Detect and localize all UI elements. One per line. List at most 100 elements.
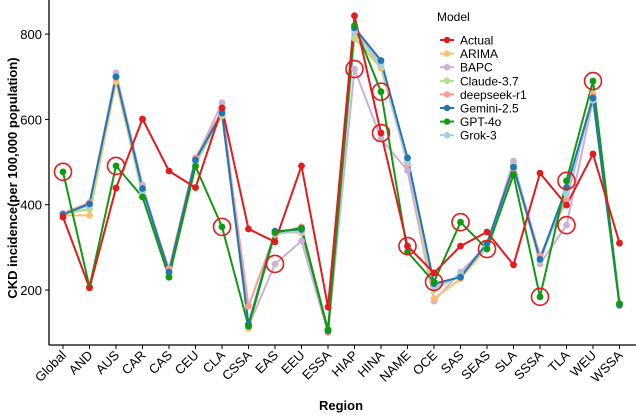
x-tick-label-global: Global [32, 347, 69, 384]
legend-label: Gemini-2.5 [460, 102, 519, 116]
x-tick-label-name: NAME [376, 347, 413, 384]
point-gpt-4o-cla [218, 223, 226, 231]
highlight-gpt-4o-sssa [530, 287, 550, 307]
point-actual-weu [589, 150, 597, 158]
point-bapc-name [404, 167, 411, 174]
point-gemini-2-5-cla [218, 109, 226, 117]
highlight-actual-hina [371, 123, 391, 143]
point-actual-tla [563, 201, 570, 209]
y-tick-label: 600 [20, 112, 42, 127]
point-actual-cssa [245, 225, 252, 233]
legend-item-claude-3-7: Claude-3.7 [440, 74, 519, 88]
point-gpt-4o-aus [112, 162, 120, 170]
x-tick-label-cas: CAS [146, 347, 176, 377]
legend-item-deepseek-r1: deepseek-r1 [440, 88, 527, 102]
point-gemini-2-5-sas [457, 273, 464, 281]
legend-item-actual: Actual [440, 34, 493, 48]
legend-title: Model [437, 10, 470, 24]
line-actual [62, 14, 621, 309]
point-actual-ceu [192, 184, 199, 192]
x-tick-label-eas: EAS [252, 347, 281, 376]
point-actual-global [59, 213, 67, 221]
legend-key-point [443, 104, 451, 112]
point-gpt-4o-wssa [616, 300, 623, 308]
point-actual-cla [218, 104, 226, 112]
highlight-actual-name [398, 236, 417, 256]
legend-label: Actual [460, 34, 493, 48]
point-gpt-4o-ceu [192, 162, 199, 170]
point-gemini-2-5-ceu [192, 156, 199, 164]
x-ticks: GlobalANDAUSCARCASCEUCLACSSAEASEEUESSAHI… [32, 345, 626, 385]
point-gemini-2-5-car [139, 185, 146, 192]
highlight-bapc-tla [557, 215, 576, 235]
point-gpt-4o-hiap [351, 22, 358, 29]
x-axis-title: Region [319, 398, 363, 413]
legend-label: Grok-3 [460, 129, 497, 143]
legend-key-point [443, 132, 451, 139]
point-actual-car [139, 115, 146, 123]
x-tick-label-car: CAR [119, 348, 149, 378]
highlight-gpt-4o-oce [424, 272, 444, 292]
highlight-gpt-4o-weu [583, 71, 603, 91]
point-actual-and [86, 284, 93, 292]
highlight-bapc-hiap [345, 59, 364, 79]
highlight-gpt-4o-aus [106, 156, 126, 176]
point-actual-eeu [298, 162, 305, 170]
x-tick-label-cssa: CSSA [219, 347, 255, 383]
legend-key-point [443, 50, 451, 57]
point-gpt-4o-seas [483, 245, 491, 253]
point-actual-wssa [616, 239, 623, 247]
legend-item-gpt-4o: GPT-4o [440, 115, 502, 129]
point-gemini-2-5-and [86, 200, 93, 208]
point-actual-aus [112, 184, 120, 192]
point-bapc-hiap [351, 65, 358, 73]
highlight-gpt-4o-tla [557, 171, 576, 191]
point-gpt-4o-hina [377, 88, 385, 96]
y-ticks: 200 400 600 800 [20, 27, 49, 298]
point-grok-3-tla [563, 190, 570, 198]
point-gpt-4o-sssa [536, 293, 544, 301]
point-deepseek-r1-cssa [245, 302, 252, 310]
legend-label: Claude-3.7 [460, 74, 519, 88]
point-gpt-4o-weu [589, 77, 597, 85]
series-points [59, 12, 623, 337]
point-actual-sssa [536, 169, 544, 177]
point-actual-essa [324, 303, 332, 311]
y-axis-title: CKD incidence(per 100,000 population) [5, 57, 20, 298]
legend-label: BAPC [460, 61, 493, 75]
point-bapc-eas [271, 260, 279, 268]
line-gpt-4o [62, 24, 621, 331]
point-actual-hina [377, 129, 385, 137]
point-deepseek-r1-tla [563, 196, 570, 204]
point-bapc-tla [563, 221, 570, 229]
point-gpt-4o-sas [457, 218, 464, 226]
point-actual-sla [510, 261, 517, 269]
point-gpt-4o-car [139, 193, 146, 201]
point-actual-hiap [351, 12, 358, 20]
legend-key-point [443, 63, 451, 71]
highlight-bapc-eas [265, 254, 285, 274]
point-bapc-cla [218, 99, 226, 107]
highlight-gpt-4o-hina [371, 82, 391, 101]
point-gpt-4o-sla [510, 171, 517, 179]
legend-item-bapc: BAPC [440, 61, 493, 75]
point-gpt-4o-oce [430, 278, 438, 286]
point-bapc-hina [377, 135, 385, 142]
point-gpt-4o-cssa [245, 322, 252, 330]
legend-item-grok-3: Grok-3 [440, 129, 497, 143]
y-tick-label: 200 [20, 283, 42, 298]
point-arima-oce [430, 295, 438, 302]
highlight-gpt-4o-sas [451, 212, 470, 232]
highlight-gpt-4o-seas [477, 239, 497, 259]
point-actual-name [404, 242, 411, 250]
legend-items: ActualARIMABAPCClaude-3.7deepseek-r1Gemi… [440, 34, 527, 143]
point-arima-and [86, 211, 93, 219]
x-tick-label-oce: OCE [410, 347, 441, 378]
point-actual-eas [271, 238, 279, 246]
point-gemini-2-5-sssa [536, 255, 544, 263]
x-tick-label-seas: SEAS [458, 347, 493, 382]
y-tick-label: 400 [20, 198, 42, 213]
point-actual-cas [165, 167, 173, 175]
point-gemini-2-5-hina [377, 57, 385, 64]
